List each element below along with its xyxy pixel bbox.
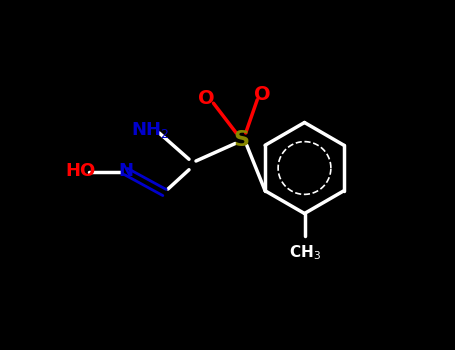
Text: S: S	[233, 130, 249, 150]
Text: NH$_2$: NH$_2$	[131, 119, 170, 140]
Text: O: O	[254, 85, 271, 104]
Text: CH$_3$: CH$_3$	[288, 243, 320, 262]
Text: HO: HO	[66, 162, 96, 181]
Text: N: N	[118, 162, 133, 181]
Text: O: O	[198, 89, 215, 107]
